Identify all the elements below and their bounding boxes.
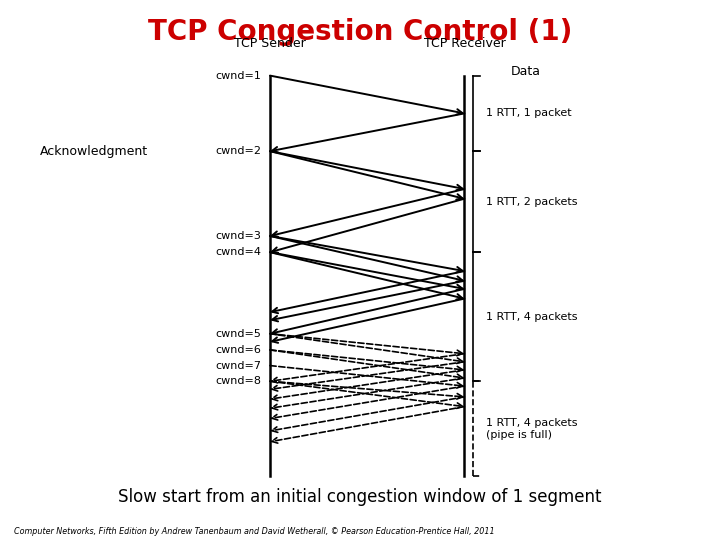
Text: Acknowledgment: Acknowledgment (40, 145, 148, 158)
Text: cwnd=8: cwnd=8 (215, 376, 261, 386)
Text: cwnd=5: cwnd=5 (215, 329, 261, 339)
Text: 1 RTT, 4 packets
(pipe is full): 1 RTT, 4 packets (pipe is full) (486, 417, 577, 440)
Text: TCP Congestion Control (1): TCP Congestion Control (1) (148, 18, 572, 46)
Text: TCP Receiver: TCP Receiver (423, 37, 505, 50)
Text: cwnd=1: cwnd=1 (215, 71, 261, 80)
Text: Computer Networks, Fifth Edition by Andrew Tanenbaum and David Wetherall, © Pear: Computer Networks, Fifth Edition by Andr… (14, 526, 495, 536)
Text: cwnd=3: cwnd=3 (215, 231, 261, 241)
Text: Data: Data (511, 65, 541, 78)
Text: 1 RTT, 4 packets: 1 RTT, 4 packets (486, 312, 577, 322)
Text: cwnd=2: cwnd=2 (215, 146, 261, 156)
Text: 1 RTT, 1 packet: 1 RTT, 1 packet (486, 109, 572, 118)
Text: Slow start from an initial congestion window of 1 segment: Slow start from an initial congestion wi… (118, 488, 602, 505)
Text: TCP Sender: TCP Sender (234, 37, 306, 50)
Text: cwnd=4: cwnd=4 (215, 247, 261, 257)
Text: cwnd=6: cwnd=6 (215, 345, 261, 355)
Text: cwnd=7: cwnd=7 (215, 361, 261, 370)
Text: 1 RTT, 2 packets: 1 RTT, 2 packets (486, 197, 577, 207)
